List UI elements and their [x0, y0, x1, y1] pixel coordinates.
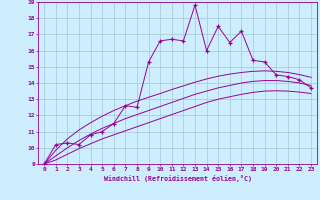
X-axis label: Windchill (Refroidissement éolien,°C): Windchill (Refroidissement éolien,°C): [104, 175, 252, 182]
